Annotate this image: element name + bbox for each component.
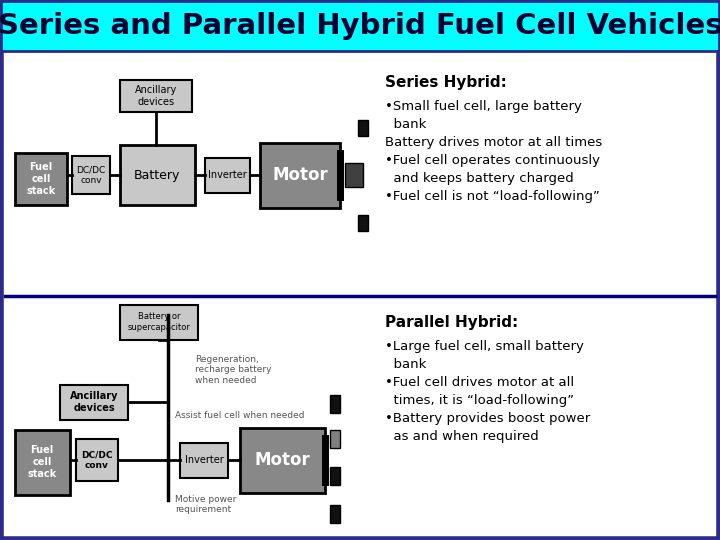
Bar <box>358 215 368 231</box>
Text: Regeneration,
recharge battery
when needed: Regeneration, recharge battery when need… <box>195 355 271 385</box>
Text: Ancillary
devices: Ancillary devices <box>135 85 177 107</box>
Text: Series Hybrid:: Series Hybrid: <box>385 75 507 90</box>
Bar <box>5 297 370 535</box>
Bar <box>15 430 70 495</box>
Text: Parallel Hybrid:: Parallel Hybrid: <box>385 315 518 330</box>
Bar <box>60 385 128 420</box>
Bar <box>15 153 67 205</box>
Text: •Small fuel cell, large battery
  bank
Battery drives motor at all times
•Fuel c: •Small fuel cell, large battery bank Bat… <box>385 100 602 203</box>
Text: Assist fuel cell when needed: Assist fuel cell when needed <box>175 410 305 420</box>
Bar <box>260 143 340 208</box>
Text: Fuel
cell
stack: Fuel cell stack <box>27 163 55 195</box>
Bar <box>180 443 228 478</box>
Bar <box>1 1 719 51</box>
Text: DC/DC
conv: DC/DC conv <box>76 165 106 185</box>
Bar <box>5 51 370 295</box>
Text: Ancillary
devices: Ancillary devices <box>70 391 118 413</box>
Text: Battery or
supercapacitor: Battery or supercapacitor <box>127 312 190 332</box>
Text: Fuel
cell
stack: Fuel cell stack <box>27 446 57 478</box>
Bar <box>330 430 340 448</box>
Bar <box>120 80 192 112</box>
Text: Battery: Battery <box>134 168 180 181</box>
Bar <box>345 163 363 187</box>
Text: Inverter: Inverter <box>207 170 246 180</box>
Bar <box>120 305 198 340</box>
Text: Inverter: Inverter <box>184 455 223 465</box>
Text: Motive power
requirement: Motive power requirement <box>175 495 236 515</box>
Bar <box>205 158 250 193</box>
Bar <box>330 505 340 523</box>
Bar <box>72 156 110 194</box>
Bar <box>330 395 340 413</box>
Text: •Large fuel cell, small battery
  bank
•Fuel cell drives motor at all
  times, i: •Large fuel cell, small battery bank •Fu… <box>385 340 590 443</box>
Text: Motor: Motor <box>254 451 310 469</box>
Text: Motor: Motor <box>272 166 328 184</box>
Bar <box>76 439 118 481</box>
Text: Series and Parallel Hybrid Fuel Cell Vehicles: Series and Parallel Hybrid Fuel Cell Veh… <box>0 12 720 40</box>
Bar <box>330 467 340 485</box>
Text: DC/DC
conv: DC/DC conv <box>81 450 113 470</box>
Bar <box>240 428 325 493</box>
Bar <box>120 145 195 205</box>
Bar <box>358 120 368 136</box>
